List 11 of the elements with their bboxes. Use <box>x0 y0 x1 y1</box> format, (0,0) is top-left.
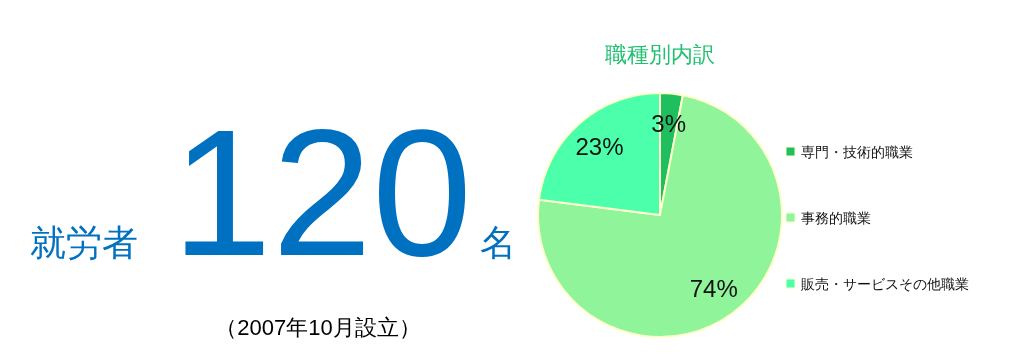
legend-label: 販売・サービスその他職業 <box>801 275 969 292</box>
text: 120 <box>171 92 473 293</box>
text: 名 <box>480 222 516 263</box>
data-label: 74% <box>689 275 738 303</box>
chart-title: 職種別内訳 <box>605 42 715 67</box>
legend-label: 事務的職業 <box>801 209 871 226</box>
text: 就労者 <box>30 222 138 263</box>
pie-slice <box>537 94 783 338</box>
legend-label: 専門・技術的職業 <box>801 143 913 160</box>
text: （2007年10月設立） <box>215 315 421 340</box>
data-label: 23% <box>575 132 624 160</box>
